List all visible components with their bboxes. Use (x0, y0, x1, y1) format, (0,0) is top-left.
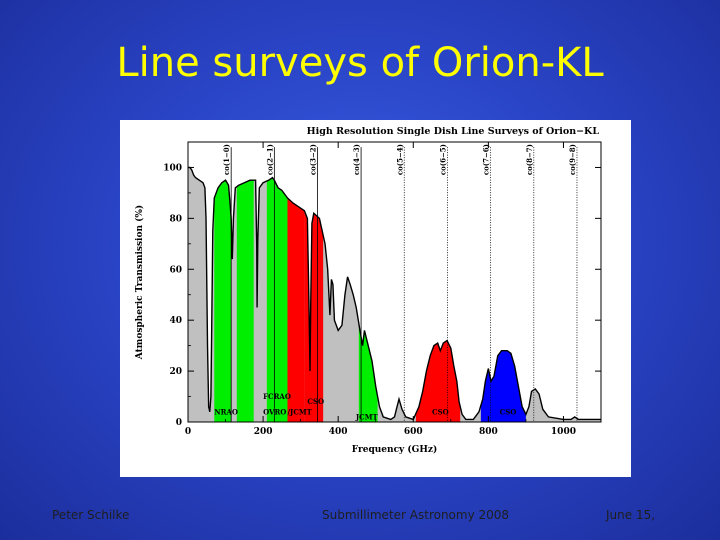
transmission-chart: co(1−0) co(2−1) co(3−2) co(4−3) co(5−4) co(6−… (134, 126, 602, 455)
chart-figure: co(1−0) co(2−1) co(3−2) co(4−3) co(5−4) co(6−… (120, 120, 631, 477)
survey-label: JCMT (355, 412, 379, 421)
x-tick-label: 400 (329, 427, 348, 437)
x-tick-label: 200 (254, 427, 273, 437)
survey-band-cso (304, 210, 324, 422)
plot-frame (187, 141, 602, 423)
co-line-label: co(2−1) (265, 144, 274, 175)
survey-label: CSO (432, 407, 449, 416)
co-line-label: co(3−2) (309, 144, 318, 175)
slide-title: Line surveys of Orion-KL (116, 40, 604, 86)
survey-label: CSO (500, 407, 517, 416)
y-tick-label: 100 (163, 163, 182, 173)
transmission-curve (188, 166, 601, 421)
y-axis-label: Atmospheric Transmission (%) (134, 205, 145, 360)
y-tick-label: 0 (176, 418, 182, 428)
survey-label: /JCMT (287, 407, 312, 416)
survey-band-jcmt (358, 323, 378, 422)
co-line-label: co(6−5) (438, 144, 447, 175)
chart-title: High Resolution Single Dish Line Surveys… (307, 126, 600, 137)
x-tick-label: 600 (404, 427, 423, 437)
survey-label: CSO (307, 397, 324, 406)
survey-band-nrao (214, 180, 232, 422)
co-line-label: co(5−4) (395, 144, 404, 175)
co-line-label: co(1−0) (222, 144, 231, 175)
survey-band-ovro (266, 177, 288, 422)
survey-label: OVRO (263, 407, 286, 416)
x-tick-label: 1000 (551, 427, 576, 437)
x-tick-label: 800 (479, 427, 498, 437)
y-tick-label: 20 (169, 367, 182, 377)
co-line-label: co(8−7) (525, 144, 534, 175)
footer-date: June 15, (606, 508, 656, 522)
co-line-label: co(7−6) (482, 144, 491, 175)
x-tick-label: 0 (185, 427, 191, 437)
co-line-label: co(9−8) (568, 144, 577, 175)
co-line-label: co(4−3) (352, 144, 361, 175)
footer-author: Peter Schilke (52, 508, 130, 522)
survey-band-fcrao (236, 180, 254, 422)
y-tick-label: 40 (169, 316, 182, 326)
survey-band-cso (415, 340, 461, 422)
x-axis-label: Frequency (GHz) (352, 444, 437, 455)
footer-course: Submillimeter Astronomy 2008 (322, 508, 510, 522)
survey-label: FCRAO (263, 392, 291, 401)
y-tick-label: 60 (169, 265, 182, 275)
survey-band-jcmt (287, 198, 305, 422)
survey-label: NRAO (214, 407, 238, 416)
y-tick-label: 80 (169, 214, 182, 224)
